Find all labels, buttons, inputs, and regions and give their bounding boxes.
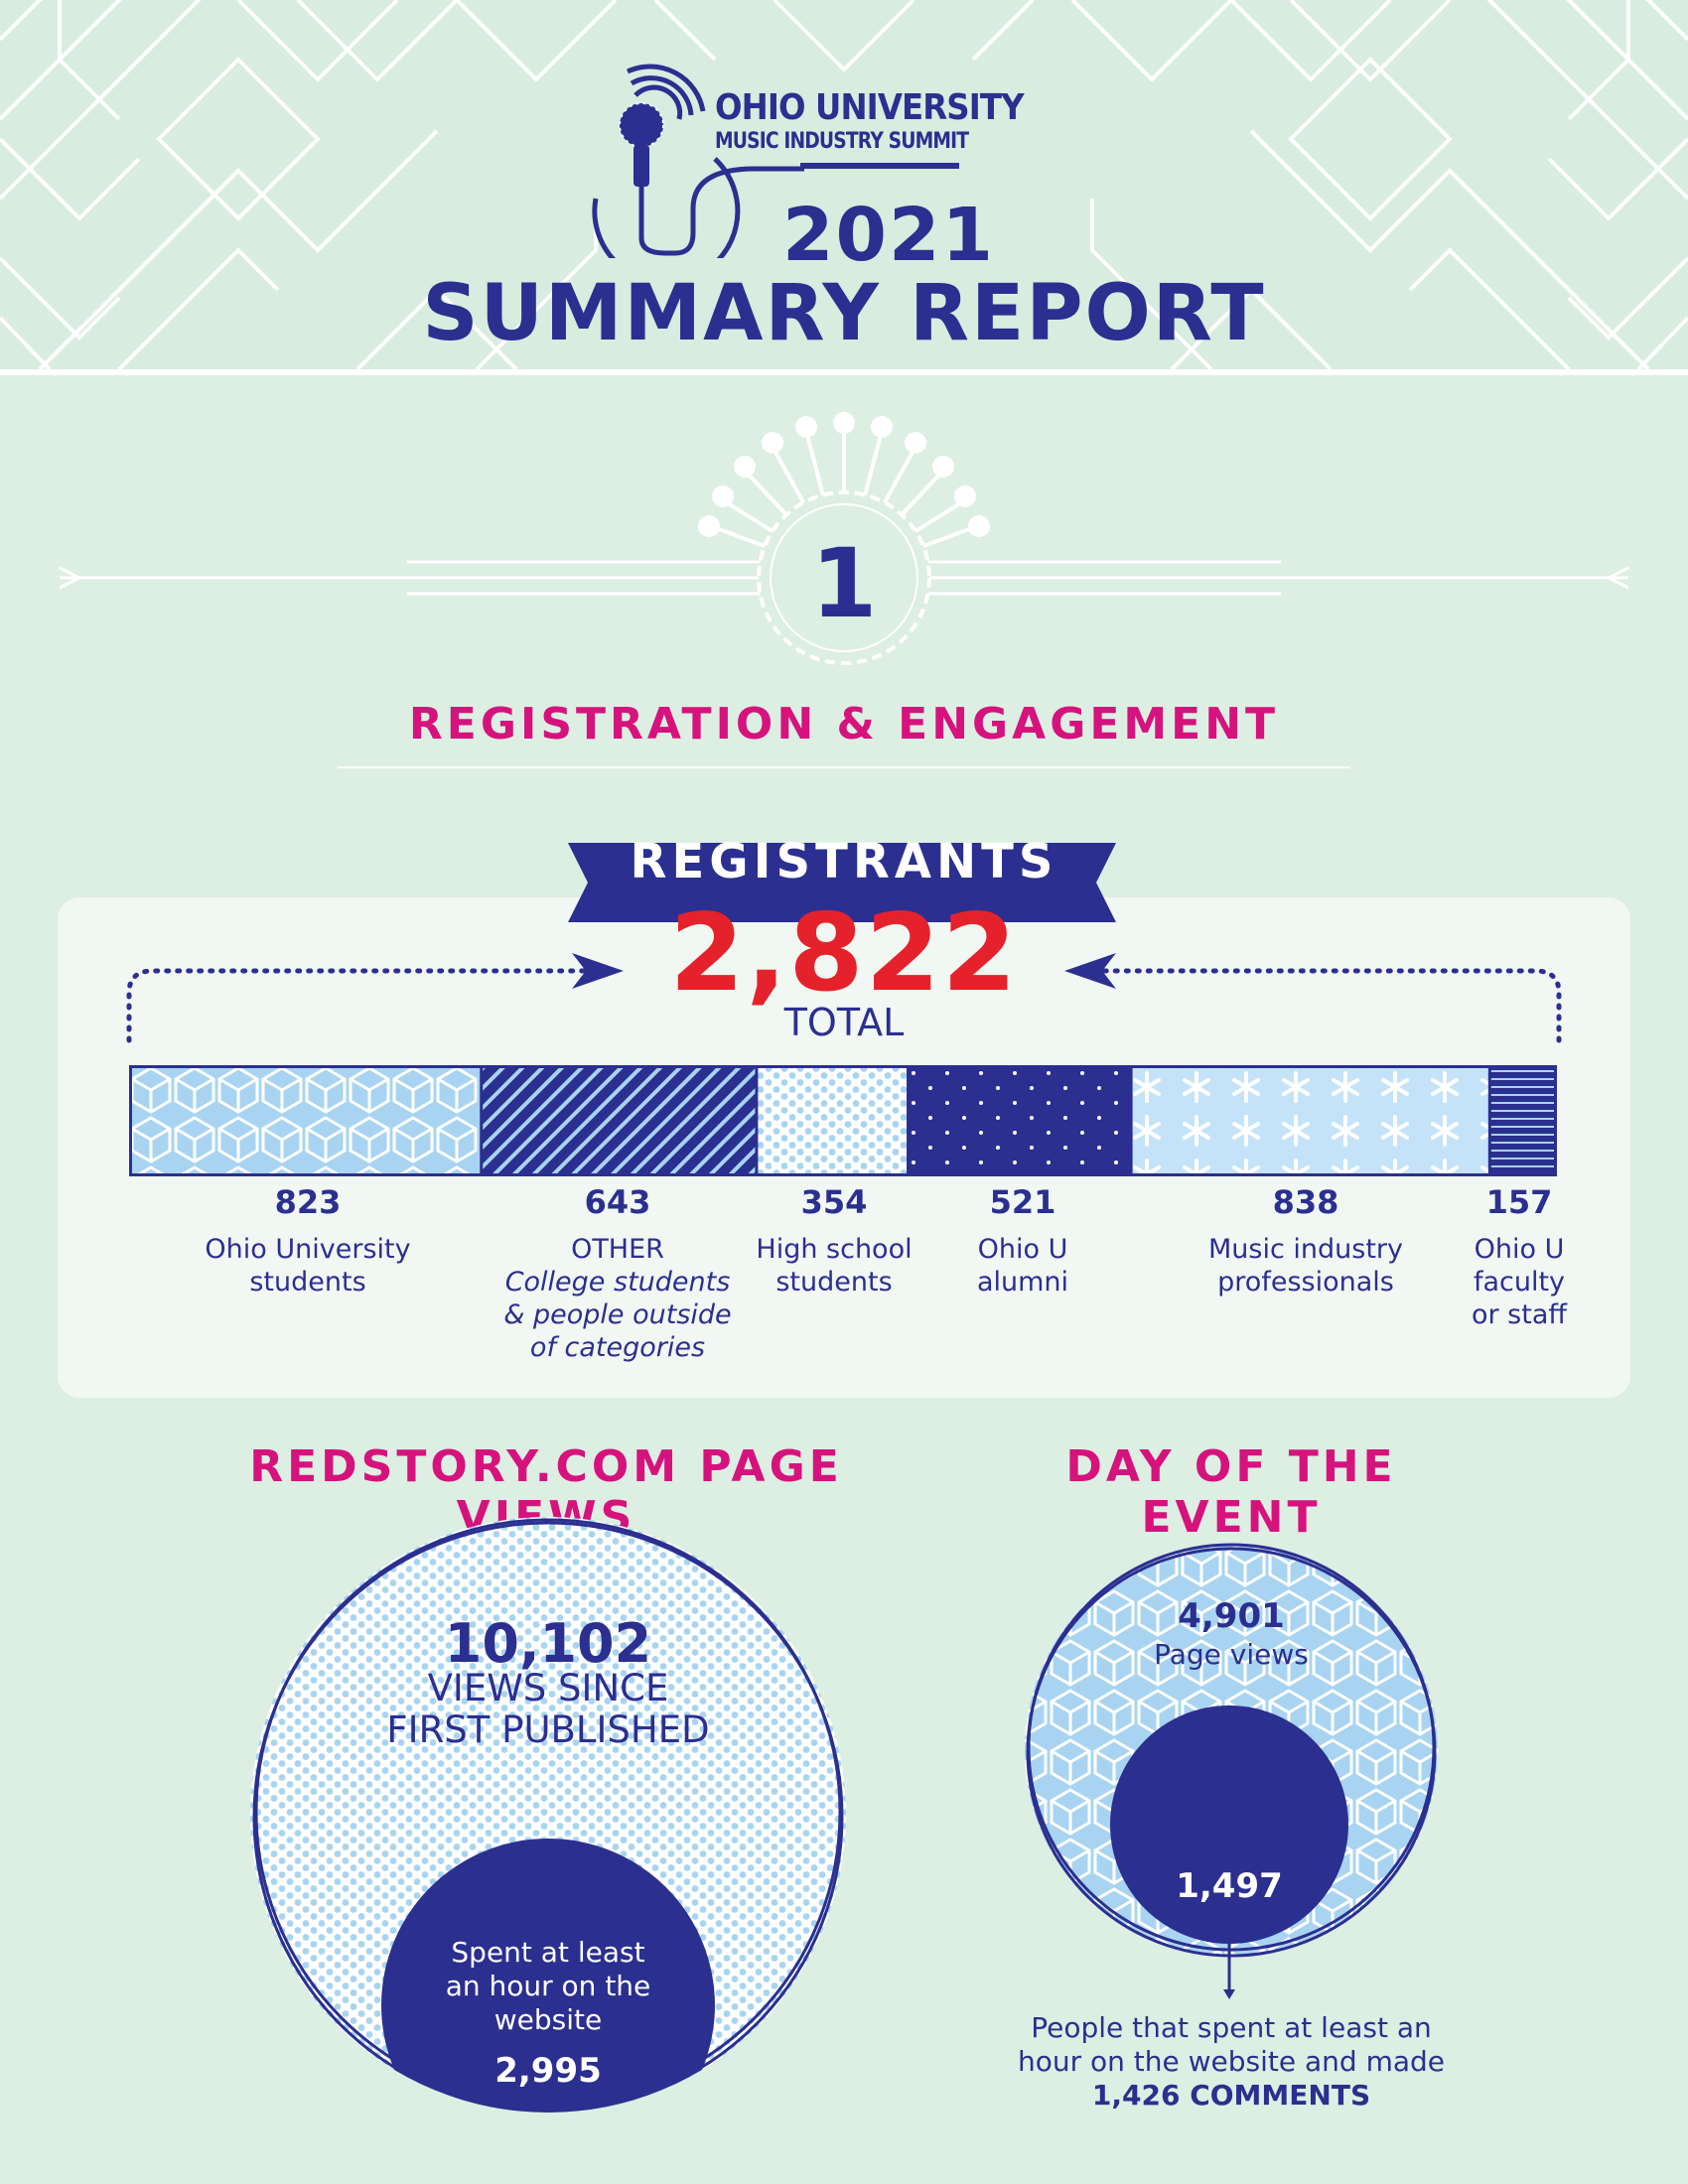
day-note: People that spent at least an hour on th… <box>993 2011 1470 2113</box>
registrants-stacked-bar <box>129 1065 1557 1176</box>
day-page-views-caption: Page views <box>1154 1638 1309 1671</box>
bar-segment-5 <box>1489 1065 1557 1176</box>
segment-value-industry: 838 <box>1272 1183 1339 1221</box>
day-note-line1: People that spent at least an <box>1031 2011 1432 2044</box>
section-underline <box>338 766 1350 768</box>
day-note-comments: 1,426 COMMENTS <box>1091 2079 1371 2112</box>
segment-label-faculty: Ohio U faculty or staff <box>1471 1234 1567 1330</box>
segment-value-faculty: 157 <box>1485 1183 1553 1221</box>
header-divider <box>0 369 1688 375</box>
hour-spent-line2: an hour on the <box>445 1970 651 2002</box>
logo-title: OHIO UNIVERSITY <box>715 87 1025 128</box>
registrants-banner <box>568 843 1116 922</box>
page-views-circles <box>250 1517 1438 2113</box>
hour-spent-line3: website <box>493 2003 603 2036</box>
hour-spent-line1: Spent at least <box>451 1936 645 1969</box>
page-views-caption-line2: FIRST PUBLISHED <box>386 1708 710 1751</box>
bar-segment-3 <box>908 1065 1132 1176</box>
page-views-caption: VIEWS SINCE FIRST PUBLISHED <box>250 1668 846 1751</box>
page-views-caption-line1: VIEWS SINCE <box>427 1667 669 1709</box>
hour-spent-label: Spent at least an hour on the website <box>399 1936 697 2037</box>
segment-value-other: 643 <box>584 1183 651 1221</box>
day-note-line2: hour on the website and made <box>1017 2045 1446 2078</box>
day-hour-spent-value: 1,497 <box>1176 1866 1283 1906</box>
bar-segment-0 <box>129 1065 482 1176</box>
total-arrows <box>126 953 1562 1043</box>
segment-value-ohio-students: 823 <box>274 1183 342 1221</box>
registrants-total: 2,822 <box>669 891 1019 1016</box>
bar-segment-1 <box>481 1065 757 1176</box>
segment-label-other: OTHER College students & people outside … <box>469 1233 767 1364</box>
bar-segment-2 <box>756 1065 909 1176</box>
report-title: SUMMARY REPORT <box>422 269 1266 358</box>
registrants-total-label: TOTAL <box>783 1001 905 1044</box>
logo-subtitle: MUSIC INDUSTRY SUMMIT <box>715 129 969 154</box>
segment-label-ohio-students: Ohio University students <box>205 1234 411 1297</box>
section-title: REGISTRATION & ENGAGEMENT <box>408 699 1280 750</box>
header-banner <box>0 0 1688 369</box>
page-views-total: 10,102 <box>444 1612 652 1675</box>
segment-label-other-title: OTHER <box>571 1234 664 1265</box>
section-number: 1 <box>810 528 878 639</box>
section-ornament <box>59 412 1629 665</box>
segment-label-high-school: High school students <box>756 1234 913 1297</box>
hour-spent-value: 2,995 <box>494 2051 602 2091</box>
registrants-label: REGISTRANTS <box>630 834 1058 889</box>
segment-value-high-school: 354 <box>800 1183 868 1221</box>
geometric-pattern <box>0 0 1688 369</box>
report-year: 2021 <box>782 193 995 278</box>
microphone-icon <box>592 64 959 258</box>
segment-label-industry: Music industry professionals <box>1207 1234 1403 1297</box>
segment-value-alumni: 521 <box>989 1183 1056 1221</box>
bar-segment-4 <box>1131 1065 1490 1176</box>
segment-label-alumni: Ohio U alumni <box>976 1234 1069 1297</box>
segment-label-other-sub: College students & people outside of cat… <box>503 1267 732 1363</box>
day-of-event-heading: DAY OF THE EVENT <box>1065 1441 1397 1543</box>
day-page-views-total: 4,901 <box>1178 1596 1285 1636</box>
